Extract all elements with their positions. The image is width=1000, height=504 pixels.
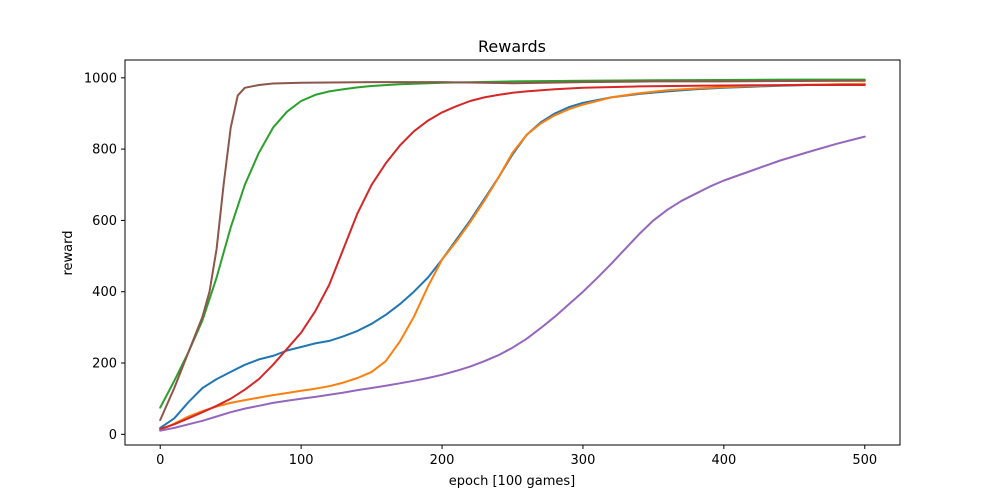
y-tick-label: 400 xyxy=(92,285,117,300)
x-tick-label: 400 xyxy=(711,453,736,468)
plot-frame xyxy=(124,59,901,446)
y-tick-label: 800 xyxy=(92,143,117,158)
x-tick-label: 0 xyxy=(156,453,164,468)
series-line-4 xyxy=(159,84,866,430)
series-line-1 xyxy=(159,82,866,429)
chart-title: Rewards xyxy=(478,37,546,56)
y-tick-label: 200 xyxy=(92,357,117,372)
x-tick-label: 500 xyxy=(852,453,877,468)
y-tick-label: 0 xyxy=(109,428,117,443)
series-line-3 xyxy=(159,78,866,409)
series-line-5 xyxy=(159,135,866,432)
x-tick-label: 200 xyxy=(430,453,455,468)
series-line-2 xyxy=(159,82,866,431)
x-tick-label: 300 xyxy=(571,453,596,468)
series-layer xyxy=(159,78,866,432)
y-tick-label: 600 xyxy=(92,214,117,229)
series-line-6 xyxy=(159,79,866,421)
y-axis-label: reward xyxy=(61,230,76,275)
ticks-layer: 0 100 200 300 400 500 0 200 400 600 800 1000 xyxy=(84,71,877,468)
y-tick-label: 1000 xyxy=(84,71,117,86)
x-axis-label: epoch [100 games] xyxy=(449,474,575,489)
x-tick-label: 100 xyxy=(289,453,314,468)
